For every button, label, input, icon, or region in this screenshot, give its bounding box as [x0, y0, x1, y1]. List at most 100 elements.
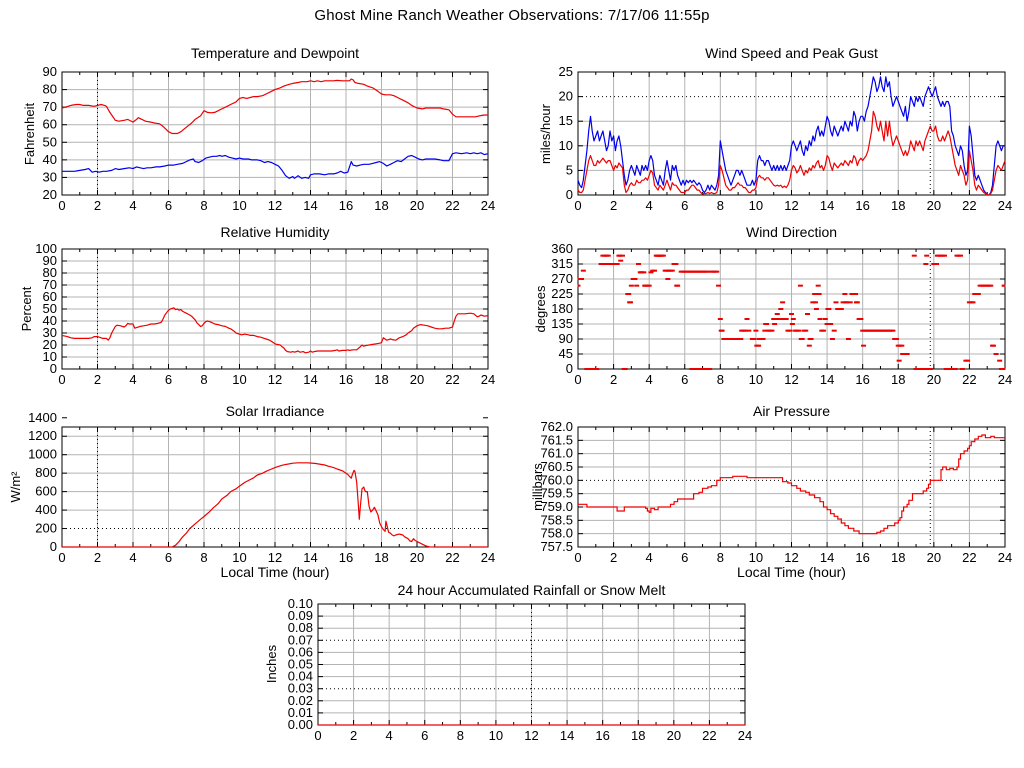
svg-text:22: 22: [445, 550, 459, 565]
svg-text:8: 8: [200, 198, 207, 213]
wind-direction-plot: 0 2 4 6 8 10 12 14 16 18 20 22 240459013518022527031…: [551, 241, 1012, 387]
svg-text:20: 20: [43, 337, 57, 352]
svg-text:20: 20: [410, 198, 424, 213]
svg-text:24: 24: [481, 198, 495, 213]
svg-text:40: 40: [43, 152, 57, 167]
svg-text:18: 18: [374, 372, 388, 387]
y-axis-label-percent: Percent: [19, 286, 34, 332]
svg-text:759.0: 759.0: [540, 499, 573, 514]
svg-text:5: 5: [566, 162, 573, 177]
direction-points: [577, 254, 1006, 370]
svg-text:1400: 1400: [28, 410, 57, 425]
svg-text:24: 24: [998, 198, 1012, 213]
svg-text:8: 8: [200, 372, 207, 387]
x-axis-label-local-time-right: Local Time (hour): [737, 564, 846, 580]
svg-text:80: 80: [43, 82, 57, 97]
svg-text:20: 20: [927, 550, 941, 565]
svg-text:6: 6: [681, 198, 688, 213]
svg-text:0: 0: [58, 198, 65, 213]
svg-text:10: 10: [232, 550, 246, 565]
svg-text:22: 22: [445, 198, 459, 213]
svg-text:10: 10: [232, 372, 246, 387]
svg-text:24: 24: [998, 550, 1012, 565]
chart-title-wind-direction: Wind Direction: [745, 224, 838, 240]
y-axis-label-fahrenheit: Fahrenheit: [22, 102, 37, 166]
svg-text:759.5: 759.5: [540, 486, 573, 501]
svg-text:20: 20: [667, 728, 681, 743]
svg-text:0: 0: [58, 372, 65, 387]
svg-text:8: 8: [200, 550, 207, 565]
svg-text:10: 10: [749, 372, 763, 387]
svg-text:2: 2: [94, 372, 101, 387]
svg-text:758.5: 758.5: [540, 512, 573, 527]
svg-text:758.0: 758.0: [540, 526, 573, 541]
svg-text:16: 16: [855, 550, 869, 565]
chart-title-air-pressure: Air Pressure: [752, 403, 831, 419]
svg-text:40: 40: [43, 313, 57, 328]
svg-text:0.01: 0.01: [288, 705, 313, 720]
svg-text:8: 8: [717, 372, 724, 387]
svg-text:14: 14: [820, 198, 834, 213]
svg-text:14: 14: [303, 198, 317, 213]
svg-text:20: 20: [927, 198, 941, 213]
svg-text:100: 100: [35, 241, 57, 256]
svg-text:4: 4: [129, 198, 136, 213]
svg-text:0.10: 0.10: [288, 596, 313, 611]
svg-text:15: 15: [559, 113, 573, 128]
svg-text:18: 18: [374, 198, 388, 213]
svg-text:0: 0: [574, 198, 581, 213]
svg-text:0: 0: [58, 550, 65, 565]
svg-text:12: 12: [784, 372, 798, 387]
svg-text:70: 70: [43, 99, 57, 114]
air-pressure-plot: 0 2 4 6 8 10 12 14 16 18 20 22 24757.5758.0758.5759.…: [540, 419, 1012, 565]
svg-text:0.07: 0.07: [288, 632, 313, 647]
svg-text:20: 20: [927, 372, 941, 387]
svg-text:18: 18: [891, 550, 905, 565]
svg-text:50: 50: [43, 301, 57, 316]
svg-text:225: 225: [551, 286, 573, 301]
svg-text:16: 16: [339, 372, 353, 387]
svg-text:16: 16: [855, 372, 869, 387]
svg-text:18: 18: [891, 372, 905, 387]
svg-text:14: 14: [820, 372, 834, 387]
svg-text:60: 60: [43, 117, 57, 132]
svg-text:0: 0: [574, 550, 581, 565]
svg-text:600: 600: [35, 484, 57, 499]
page-title: Ghost Mine Ranch Weather Observations: 7…: [314, 7, 710, 24]
svg-text:10: 10: [559, 138, 573, 153]
svg-text:0: 0: [314, 728, 321, 743]
svg-text:4: 4: [646, 550, 653, 565]
svg-text:8: 8: [457, 728, 464, 743]
temperature-line: [61, 78, 488, 135]
svg-text:757.5: 757.5: [540, 539, 573, 554]
svg-text:1000: 1000: [28, 447, 57, 462]
svg-text:20: 20: [410, 550, 424, 565]
svg-text:12: 12: [268, 550, 282, 565]
svg-text:6: 6: [165, 550, 172, 565]
svg-text:2: 2: [610, 550, 617, 565]
svg-text:18: 18: [631, 728, 645, 743]
svg-text:4: 4: [646, 198, 653, 213]
svg-text:762.0: 762.0: [540, 419, 573, 434]
svg-text:200: 200: [35, 521, 57, 536]
svg-text:8: 8: [717, 198, 724, 213]
svg-text:18: 18: [374, 550, 388, 565]
svg-text:0: 0: [50, 539, 57, 554]
svg-text:14: 14: [303, 372, 317, 387]
svg-text:14: 14: [820, 550, 834, 565]
svg-text:50: 50: [43, 134, 57, 149]
svg-text:80: 80: [43, 265, 57, 280]
y-axis-label-degrees: degrees: [533, 285, 548, 333]
svg-text:18: 18: [891, 198, 905, 213]
irradiance-line: [62, 462, 488, 548]
svg-text:761.5: 761.5: [540, 432, 573, 447]
svg-text:45: 45: [559, 346, 573, 361]
svg-text:6: 6: [681, 372, 688, 387]
svg-text:2: 2: [350, 728, 357, 743]
svg-text:12: 12: [784, 198, 798, 213]
svg-text:90: 90: [559, 331, 573, 346]
svg-text:400: 400: [35, 502, 57, 517]
